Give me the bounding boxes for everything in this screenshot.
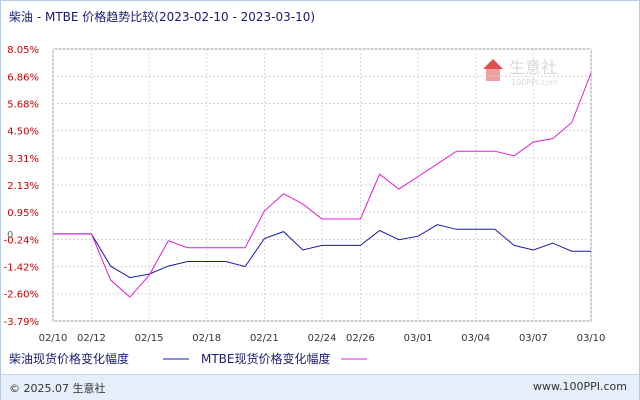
x-tick-label: 03/10 — [577, 333, 606, 344]
series-line-mtbe — [53, 72, 592, 298]
y-tick-label: 5.68% — [7, 99, 39, 110]
legend-label-diesel: 柴油现货价格变化幅度 — [9, 351, 129, 366]
y-axis: 8.05% 6.86% 5.68% 4.50% 3.31% 2.13% 0.95% -0.24… — [4, 45, 39, 328]
x-tick-label: 02/10 — [39, 333, 68, 344]
y-tick-label: -3.79% — [4, 317, 39, 328]
x-tick-label: 02/18 — [192, 333, 221, 344]
x-tick-label: 03/01 — [404, 333, 433, 344]
chart-grid — [52, 48, 592, 322]
x-tick-label: 03/04 — [461, 333, 490, 344]
series-line-diesel — [53, 224, 591, 279]
watermark-roof-icon — [483, 59, 503, 69]
y-tick-label: -0.24% — [4, 235, 39, 246]
chart-title: 柴油 - MTBE 价格趋势比较(2023-02-10 - 2023-03-10… — [9, 10, 316, 24]
x-tick-label: 02/21 — [250, 333, 279, 344]
footer-copyright: © 2025.07 生意社 — [9, 382, 106, 395]
legend-label-mtbe: MTBE现货价格变化幅度 — [201, 351, 331, 366]
y-tick-label: -2.60% — [4, 290, 39, 301]
chart-series — [53, 72, 592, 298]
x-tick-label: 02/12 — [77, 333, 106, 344]
x-tick-label: 02/24 — [308, 333, 337, 344]
y-tick-label: 8.05% — [7, 45, 39, 56]
y-tick-label: 3.31% — [7, 154, 39, 165]
y-tick-label: 0.95% — [7, 208, 39, 219]
watermark-house-icon — [486, 69, 500, 81]
y-tick-label: 2.13% — [7, 181, 39, 192]
y-tick-label: 4.50% — [7, 127, 39, 138]
zero-label: 0 — [7, 230, 13, 241]
y-tick-label: -1.42% — [4, 263, 39, 274]
watermark-logo: 生意社 100PPI.com — [483, 58, 558, 87]
footer-site-link[interactable]: www.100PPI.com — [533, 380, 627, 393]
x-tick-label: 02/26 — [346, 333, 375, 344]
watermark-url: 100PPI.com — [511, 78, 558, 87]
watermark-brand: 生意社 — [509, 58, 557, 77]
y-tick-label: 6.86% — [7, 72, 39, 83]
x-tick-label: 02/15 — [135, 333, 164, 344]
line-chart: 8.05% 6.86% 5.68% 4.50% 3.31% 2.13% 0.95% -0.24… — [4, 45, 606, 366]
x-axis: 02/10 02/12 02/15 02/18 02/21 02/24 02/26 03/01… — [39, 333, 606, 344]
x-tick-label: 03/07 — [519, 333, 548, 344]
footer-bar: © 2025.07 生意社 www.100PPI.com — [1, 374, 639, 400]
chart-legend: 柴油现货价格变化幅度 MTBE现货价格变化幅度 — [9, 351, 367, 366]
